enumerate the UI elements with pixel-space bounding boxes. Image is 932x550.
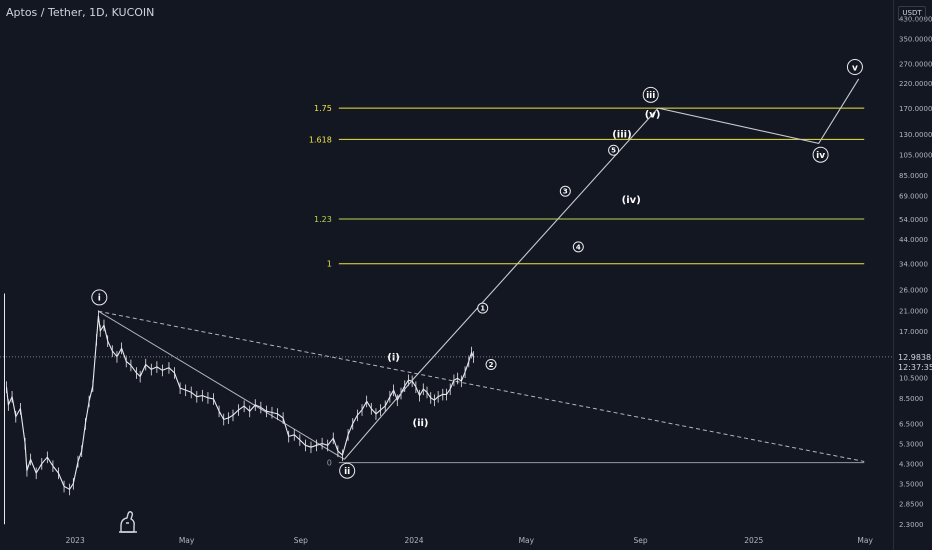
price-tick-label: 85.0000 — [899, 172, 928, 180]
price-tick-label: 21.0000 — [899, 307, 928, 315]
wave-label: iv — [816, 151, 825, 161]
wave-label: 2 — [489, 361, 494, 369]
price-tick-label: 105.0000 — [899, 152, 932, 160]
price-tick-label: 220.0000 — [899, 80, 932, 88]
price-tick-label: 2.3000 — [899, 521, 924, 529]
chart-title: Aptos / Tether, 1D, KUCOIN — [6, 6, 155, 19]
time-tick-label: May — [857, 536, 873, 545]
price-line — [5, 315, 474, 490]
currency-badge[interactable]: USDT — [898, 6, 926, 21]
time-tick-label: Sep — [294, 536, 308, 545]
time-tick-label: May — [179, 536, 195, 545]
last-price-value: 12.9838 — [898, 353, 932, 362]
price-tick-label: 130.0000 — [899, 131, 932, 139]
price-tick-label: 3.5000 — [899, 481, 924, 489]
wave-label: 1 — [480, 305, 485, 313]
wave-label-circle — [608, 144, 620, 156]
trendlines — [98, 310, 865, 462]
trendline — [98, 310, 345, 460]
time-axis-ticks: 2023 May Sep 2024 May Sep 2025 May — [66, 536, 874, 545]
wave-label: ii — [344, 467, 350, 477]
wave-label-circle — [339, 462, 356, 479]
wave-label: (v) — [645, 110, 661, 121]
fib-level-label: 1 — [327, 260, 332, 269]
price-tick-label: 34.0000 — [899, 261, 928, 269]
price-tick-label: 350.0000 — [899, 35, 932, 43]
price-tick-label: 4.3000 — [899, 461, 924, 469]
price-tick-label: 10.5000 — [899, 374, 928, 382]
price-tick-label: 6.5000 — [899, 421, 924, 429]
wave-label: 3 — [563, 188, 568, 196]
wave-projection — [343, 78, 860, 460]
wave-label-circle — [91, 289, 108, 306]
bar-countdown: 12:37:35 — [898, 363, 932, 372]
wave-label-circle — [642, 86, 659, 103]
price-tick-label: 2.8500 — [899, 500, 924, 508]
wave-label: 5 — [611, 147, 616, 155]
price-series — [3, 293, 474, 525]
time-tick-label: 2024 — [404, 536, 423, 545]
wave-projection-path — [343, 78, 860, 460]
fib-level-label: 1.618 — [309, 135, 332, 144]
wave-label-circle — [572, 241, 584, 253]
price-tick-label: 26.0000 — [899, 287, 928, 295]
wave-label-circle — [846, 59, 863, 76]
price-tick-label: 69.0000 — [899, 192, 928, 200]
time-tick-label: 2025 — [744, 536, 763, 545]
fibonacci-levels: 1.75 1.618 1.23 1 0 — [309, 104, 865, 468]
price-tick-label: 5.3000 — [899, 440, 924, 448]
price-tick-label: 17.0000 — [899, 328, 928, 336]
price-tick-label: 44.0000 — [899, 236, 928, 244]
wave-label: (iii) — [612, 130, 631, 141]
price-tick-label: 8.5000 — [899, 395, 924, 403]
wave-label: v — [852, 63, 858, 73]
price-tick-label: 54.0000 — [899, 216, 928, 224]
time-tick-label: May — [519, 536, 535, 545]
price-tick-label: 270.0000 — [899, 60, 932, 68]
dinosaur-logo-icon[interactable] — [117, 510, 139, 534]
wave-label: i — [98, 294, 101, 304]
price-scale-border — [893, 0, 894, 550]
wave-label-circle — [485, 358, 497, 370]
time-tick-label: 2023 — [66, 536, 85, 545]
wave-label: (iv) — [622, 195, 641, 206]
dashed-trendline — [98, 310, 865, 462]
wave-label: (i) — [387, 352, 400, 363]
wave-label: 4 — [576, 243, 581, 251]
price-tick-label: 430.0000 — [899, 15, 932, 23]
fib-level-label: 1.23 — [314, 215, 332, 224]
wave-label-circle — [559, 185, 571, 197]
fib-level-label: 0 — [327, 459, 332, 468]
fib-level-label: 1.75 — [314, 104, 332, 113]
last-price-label: 12.9838 12:37:35 — [895, 353, 932, 374]
wave-label-circle — [812, 146, 829, 163]
wave-label-circle — [477, 302, 489, 314]
price-axis-ticks: 430.0000 350.0000 270.0000 220.0000 170.0000… — [899, 15, 932, 529]
wave-label: iii — [646, 91, 655, 101]
time-tick-label: Sep — [633, 536, 647, 545]
price-tick-label: 170.0000 — [899, 105, 932, 113]
wave-label: (ii) — [413, 418, 429, 429]
